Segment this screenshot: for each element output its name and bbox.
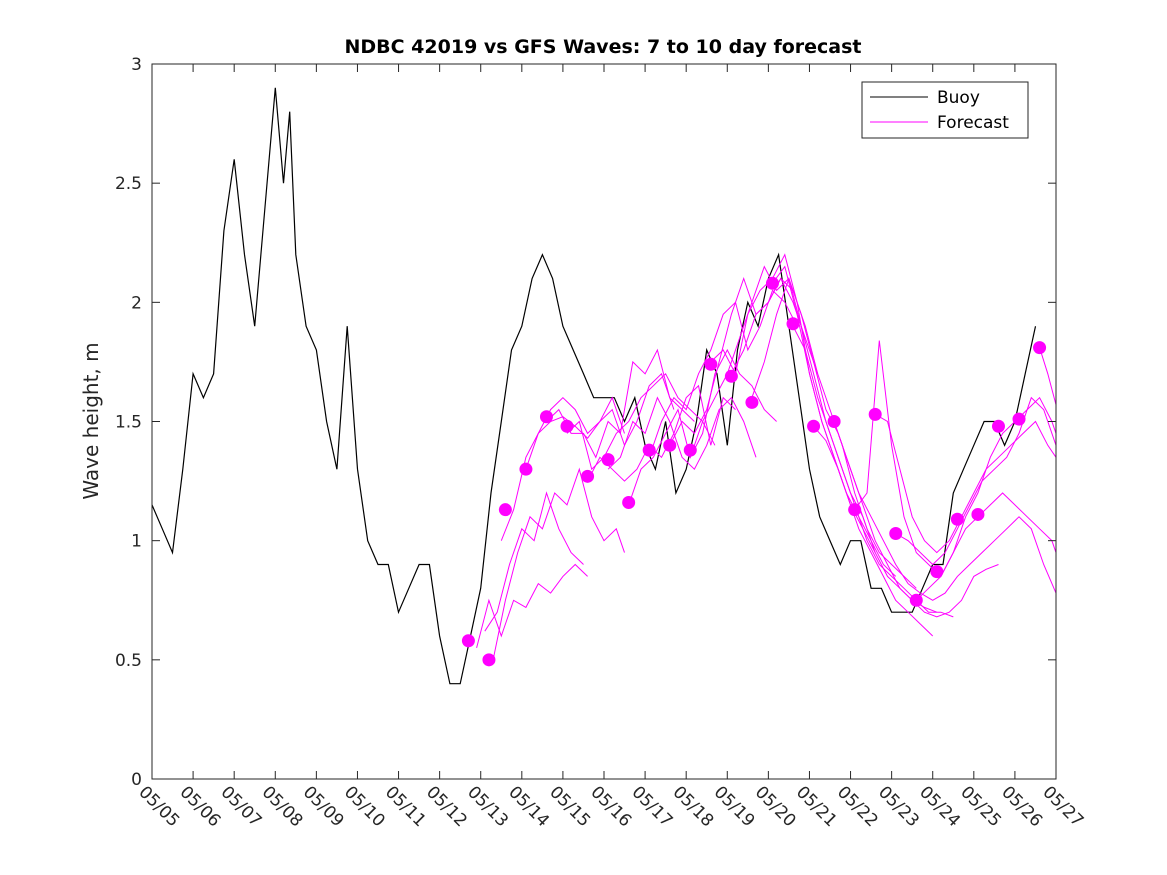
forecast-marker: [786, 317, 800, 331]
x-tick-label: 05/22: [833, 782, 882, 831]
legend-buoy-label: Buoy: [937, 88, 980, 108]
forecast-series-line: [710, 253, 897, 577]
forecast-series-line: [648, 289, 798, 458]
x-axis: 05/0505/0605/0705/0805/0905/1005/1105/12…: [134, 64, 1087, 831]
buoy-series-line: [151, 87, 1037, 685]
x-tick-label: 05/13: [463, 782, 512, 831]
forecast-series-line: [1039, 347, 1057, 405]
x-tick-label: 05/05: [134, 782, 183, 831]
forecast-marker: [807, 419, 821, 433]
forecast-series-line: [476, 563, 588, 649]
forecast-marker: [560, 419, 574, 433]
x-tick-label: 05/09: [299, 782, 348, 831]
x-tick-label: 05/17: [628, 782, 677, 831]
x-tick-label: 05/16: [586, 782, 635, 831]
x-tick-label: 05/11: [381, 782, 430, 831]
forecast-series-line: [546, 348, 695, 459]
forecast-series-line: [566, 372, 716, 471]
chart-title: NDBC 42019 vs GFS Waves: 7 to 10 day for…: [344, 36, 861, 58]
forecast-marker: [622, 496, 636, 510]
forecast-series-line: [895, 396, 1057, 566]
x-tick-label: 05/24: [915, 782, 964, 831]
y-tick-label: 3: [131, 55, 142, 75]
y-axis-label: Wave height, m: [79, 342, 103, 499]
x-tick-label: 05/15: [545, 782, 594, 831]
legend-box: [861, 81, 1029, 139]
forecast-marker: [642, 443, 656, 457]
forecast-marker: [765, 276, 779, 290]
y-tick-label: 1.5: [115, 413, 142, 433]
forecast-marker: [889, 527, 903, 541]
forecast-marker: [991, 419, 1005, 433]
forecast-series-line: [492, 467, 625, 660]
forecast-marker: [704, 357, 718, 371]
x-tick-label: 05/27: [1038, 782, 1087, 831]
forecast-series-line: [500, 396, 625, 541]
y-tick-label: 0.5: [115, 651, 142, 671]
forecast-series-line: [833, 421, 1057, 601]
x-tick-label: 05/10: [340, 782, 389, 831]
legend-forecast-label: Forecast: [937, 113, 1009, 133]
forecast-series-line: [792, 325, 954, 618]
forecast-marker: [601, 453, 615, 467]
forecast-marker: [848, 503, 862, 517]
forecast-marker: [827, 415, 841, 428]
forecast-series-line: [730, 277, 917, 589]
forecast-marker: [1012, 412, 1026, 426]
forecast-series-line: [813, 425, 999, 618]
forecast-series-line: [587, 384, 736, 482]
forecast-marker: [930, 565, 944, 579]
forecast-marker: [724, 369, 738, 383]
forecast-marker: [745, 395, 759, 409]
forecast-marker: [909, 593, 923, 607]
forecast-marker: [683, 443, 697, 457]
forecast-marker: [1033, 341, 1047, 355]
forecast-series-line: [628, 348, 777, 506]
x-tick-label: 05/07: [217, 782, 266, 831]
forecast-marker: [971, 507, 985, 521]
x-tick-label: 05/23: [874, 782, 923, 831]
forecast-marker: [868, 407, 882, 421]
x-tick-label: 05/19: [710, 782, 759, 831]
forecast-marker: [519, 462, 533, 476]
forecast-marker: [498, 503, 512, 517]
forecast-series-line: [484, 491, 584, 632]
y-tick-label: 2.5: [115, 174, 142, 194]
x-tick-label: 05/14: [504, 782, 553, 831]
y-tick-label: 1: [131, 532, 142, 552]
legend: Buoy Forecast: [861, 81, 1029, 139]
x-tick-label: 05/25: [956, 782, 1005, 831]
y-axis: 0 0.5 1 1.5 2 2.5 3: [115, 55, 1056, 790]
axes-box: [151, 63, 1057, 780]
forecast-marker: [663, 438, 677, 452]
forecast-series-line: [751, 276, 937, 613]
forecast-series-line: [689, 265, 876, 553]
forecast-marker: [950, 512, 964, 526]
plot-area: [151, 87, 1057, 685]
x-tick-label: 05/18: [669, 782, 718, 831]
forecast-marker: [539, 410, 553, 424]
x-tick-label: 05/06: [176, 782, 225, 831]
y-tick-label: 2: [131, 293, 142, 313]
x-tick-label: 05/26: [997, 782, 1046, 831]
x-tick-label: 05/20: [751, 782, 800, 831]
forecast-marker: [461, 634, 475, 648]
forecast-series-line: [874, 413, 1057, 554]
y-tick-label: 0: [131, 770, 142, 790]
forecast-series-line: [854, 340, 1057, 578]
x-tick-label: 05/21: [792, 782, 841, 831]
forecast-series-line: [669, 276, 819, 446]
x-tick-label: 05/12: [422, 782, 471, 831]
forecast-marker: [482, 653, 496, 667]
forecast-marker: [581, 469, 595, 483]
x-tick-label: 05/08: [258, 782, 307, 831]
forecast-series-line: [607, 396, 757, 471]
